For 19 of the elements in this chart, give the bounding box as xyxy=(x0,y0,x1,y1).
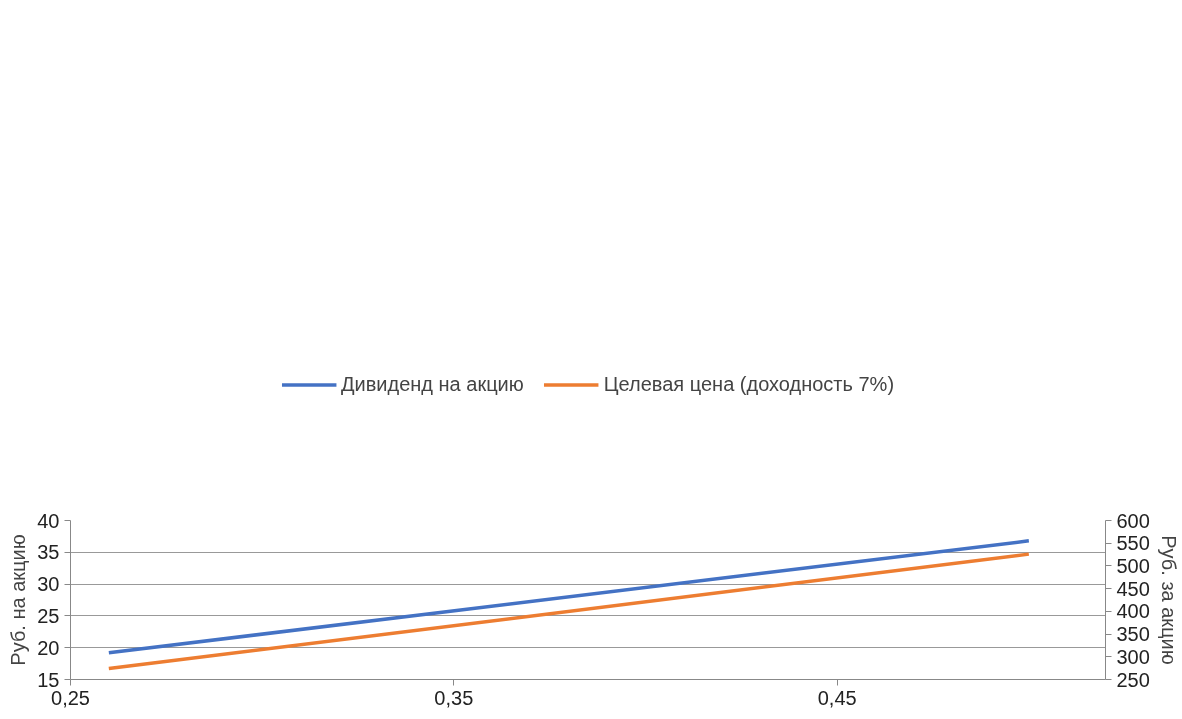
y2-tick-label: 250 xyxy=(1116,668,1150,691)
y-axis-title: Руб. на акцию xyxy=(7,534,30,666)
y-tick-label: 40 xyxy=(37,509,60,532)
y2-axis-title: Руб. за акцию xyxy=(1157,535,1180,665)
y2-tick-label: 400 xyxy=(1116,600,1150,623)
legend-label: Целевая цена (доходность 7%) xyxy=(603,372,895,396)
y-tick-label: 30 xyxy=(37,573,60,596)
y2-tick-label: 450 xyxy=(1116,577,1150,600)
x-tick-label: 0,45 xyxy=(817,686,857,709)
y2-tick-label: 550 xyxy=(1116,532,1150,555)
legend-label: Дивиденд на акцию xyxy=(340,372,524,396)
y2-tick-label: 600 xyxy=(1116,509,1150,532)
y2-tick-label: 500 xyxy=(1116,554,1150,577)
x-tick-label: 0,35 xyxy=(434,686,474,709)
y2-tick-label: 350 xyxy=(1116,623,1150,646)
y-tick-label: 20 xyxy=(37,636,60,659)
y-tick-label: 25 xyxy=(37,604,60,627)
y-tick-label: 35 xyxy=(37,541,60,564)
y2-tick-label: 300 xyxy=(1116,645,1150,668)
